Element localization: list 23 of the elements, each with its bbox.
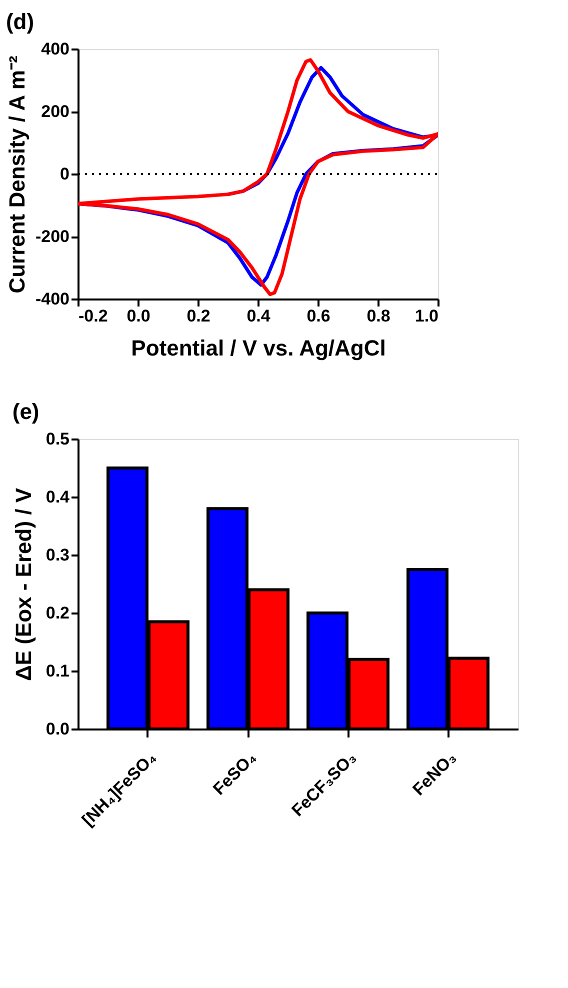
y-tick-label: 0.0 xyxy=(46,720,70,738)
x-tick-label: -0.2 xyxy=(78,306,108,326)
y-tick-label: 0.5 xyxy=(46,430,70,448)
y-tick-label: 0.4 xyxy=(46,488,70,506)
x-tick-label: 1.0 xyxy=(414,306,438,326)
y-tick-label: -200 xyxy=(35,227,70,246)
y-tick-label: 0 xyxy=(60,164,70,184)
x-tick-label: 0.8 xyxy=(366,306,390,326)
x-tick-label: 0.4 xyxy=(246,306,271,326)
y-tick-label: 0.3 xyxy=(46,546,70,564)
y-tick-label: 400 xyxy=(41,40,70,58)
x-tick-label: 0.0 xyxy=(126,306,150,326)
y-axis-title: Current Density / A m⁻² xyxy=(4,56,30,294)
y-tick-label: -400 xyxy=(35,290,70,308)
y-tick-label: 0.1 xyxy=(46,662,70,680)
y-axis-title: ΔE (Eox - Ered) / V xyxy=(10,488,36,682)
y-tick-label: 0.2 xyxy=(46,604,70,622)
x-axis-title: Potential / V vs. Ag/AgCl xyxy=(131,336,386,360)
x-tick-label: 0.2 xyxy=(186,306,210,326)
chart-title: (e) xyxy=(12,399,40,424)
chart-title: (d) xyxy=(6,9,34,34)
y-tick-label: 200 xyxy=(41,102,70,121)
x-tick-label: 0.6 xyxy=(306,306,330,326)
